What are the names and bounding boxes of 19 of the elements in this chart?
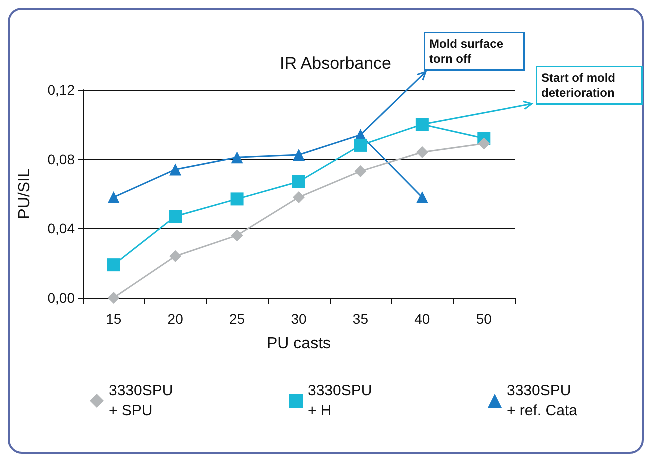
x-tick-label: 30 [291, 311, 307, 327]
x-tick-label: 50 [476, 311, 492, 327]
legend-label: 3330SPU + ref. Cata [507, 382, 578, 420]
annotation: Start of mold deterioration [542, 71, 619, 100]
legend-label: 3330SPU + SPU [109, 382, 174, 420]
annotation: Mold surface torn off [430, 37, 507, 66]
legend-label: 3330SPU + H [308, 382, 372, 420]
x-axis-title: PU casts [266, 336, 332, 352]
x-tick-label: 35 [352, 311, 369, 327]
y-tick-label: 0,12 [48, 82, 76, 98]
y-axis-title: PU/SIL [16, 168, 34, 220]
x-tick-label: 25 [229, 311, 246, 327]
y-tick-label: 0,04 [48, 220, 76, 237]
y-tick-label: 0,08 [48, 151, 76, 168]
x-tick-label: 40 [414, 311, 430, 327]
chart-title: IR Absorbance [280, 54, 392, 73]
x-tick-label: 15 [106, 311, 122, 327]
y-tick-label: 0,00 [48, 290, 76, 306]
x-tick-label: 20 [168, 311, 184, 327]
